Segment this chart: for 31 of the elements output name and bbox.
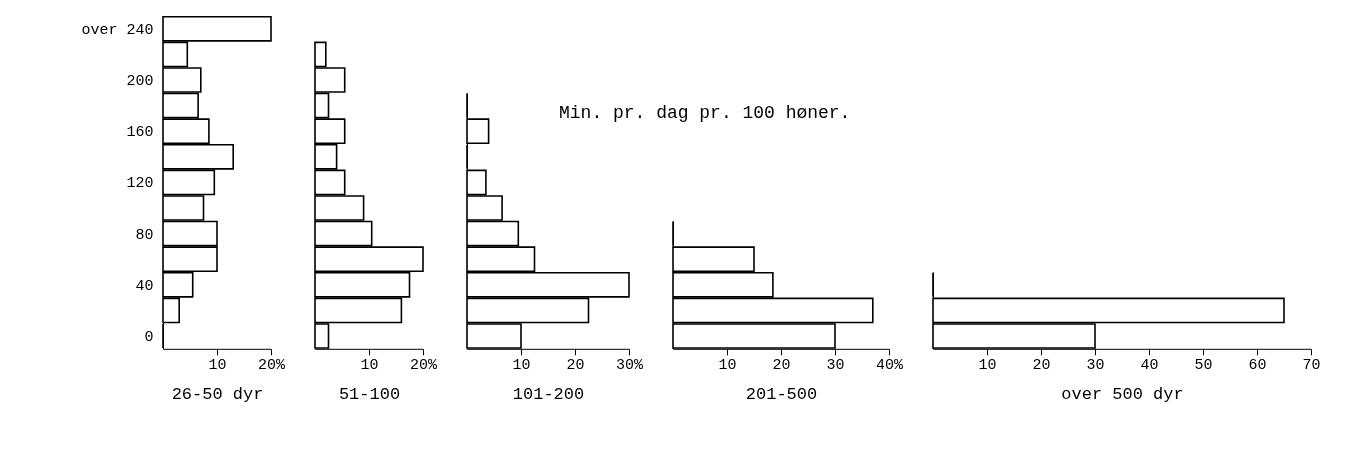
x-tick-label: 30 <box>826 357 845 375</box>
x-tick-label: 10 <box>978 357 997 375</box>
x-tick-label: 10 <box>512 357 531 375</box>
y-tick-label: 160 <box>126 124 154 142</box>
text: Min. pr. dag pr. 100 høner. <box>559 102 851 123</box>
x-tick-label: 20% <box>258 357 285 375</box>
x-axis-title: 26-50 dyr <box>171 385 264 405</box>
x-tick-label: 30 <box>1086 357 1105 375</box>
x-tick-label: 20 <box>1032 357 1051 375</box>
x-tick-label: 70 <box>1302 357 1321 375</box>
x-tick-label: 30% <box>616 357 643 375</box>
y-tick-label: 0 <box>144 329 154 346</box>
x-tick-label: 10 <box>360 357 379 375</box>
y-tick-label: 200 <box>126 73 154 90</box>
y-tick-label: 40 <box>135 277 154 295</box>
x-tick-label: 10 <box>718 357 737 375</box>
x-axis-title: 51-100 <box>338 385 401 405</box>
x-tick-label: 20 <box>566 357 585 375</box>
y-tick-label: 120 <box>126 175 154 193</box>
x-tick-label: 20 <box>772 357 791 375</box>
y-tick-label: over 240 <box>81 21 154 39</box>
x-axis-title: 101-200 <box>512 385 585 405</box>
x-tick-label: 40 <box>1140 357 1159 375</box>
x-tick-label: 40% <box>876 357 903 375</box>
x-tick-label: 50 <box>1194 357 1213 375</box>
x-axis-title: over 500 dyr <box>1061 385 1184 405</box>
x-tick-label: 10 <box>208 357 227 375</box>
x-tick-label: 20% <box>410 357 437 375</box>
x-tick-label: 60 <box>1248 357 1267 375</box>
y-tick-label: 80 <box>135 226 154 244</box>
x-axis-title: 201-500 <box>745 385 818 405</box>
